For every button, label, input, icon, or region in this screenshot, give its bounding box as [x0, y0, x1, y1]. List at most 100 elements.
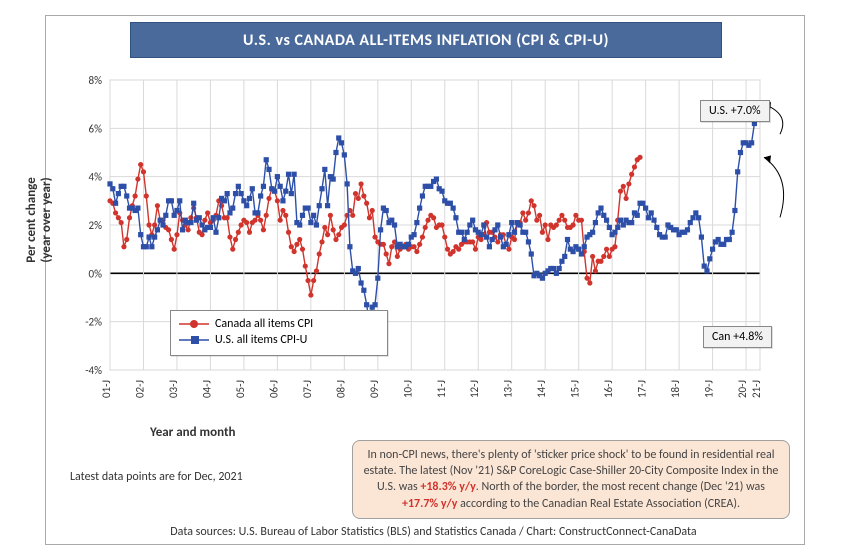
svg-text:4%: 4% [89, 171, 103, 184]
series-marker-1 [264, 157, 269, 162]
series-marker-1 [559, 259, 564, 264]
series-marker-0 [144, 193, 149, 198]
series-marker-0 [540, 230, 545, 235]
note-text-post: according to the Canadian Real Estate As… [457, 497, 740, 511]
series-marker-1 [439, 189, 444, 194]
series-marker-0 [637, 155, 642, 160]
series-marker-1 [428, 184, 433, 189]
x-tick-label: 19-J [703, 380, 716, 398]
series-marker-1 [275, 174, 280, 179]
series-marker-1 [333, 150, 338, 155]
x-tick-label: 20-J [736, 380, 749, 398]
x-tick-label: 21-J [750, 380, 763, 398]
series-marker-1 [163, 213, 168, 218]
legend-label: U.S. all items CPI-U [215, 333, 307, 347]
series-marker-1 [735, 169, 740, 174]
series-marker-0 [119, 220, 124, 225]
svg-text:2%: 2% [89, 219, 103, 232]
series-marker-0 [520, 210, 525, 215]
series-marker-0 [350, 213, 355, 218]
series-marker-1 [230, 205, 235, 210]
series-marker-1 [177, 198, 182, 203]
x-tick-label: 03-J [167, 380, 180, 398]
series-marker-1 [244, 203, 249, 208]
series-marker-0 [353, 191, 358, 196]
series-marker-1 [208, 225, 213, 230]
series-marker-1 [685, 227, 690, 232]
series-marker-1 [448, 201, 453, 206]
series-marker-1 [738, 150, 743, 155]
series-marker-0 [247, 230, 252, 235]
x-tick-label: 13-J [502, 380, 515, 398]
series-marker-1 [199, 222, 204, 227]
series-marker-1 [417, 205, 422, 210]
series-marker-1 [233, 191, 238, 196]
series-marker-0 [395, 254, 400, 259]
series-marker-0 [534, 218, 539, 223]
series-marker-0 [169, 237, 174, 242]
series-marker-0 [529, 198, 534, 203]
callout-arrow-canada [764, 157, 784, 217]
series-marker-1 [236, 184, 241, 189]
series-marker-1 [384, 208, 389, 213]
legend-label: Canada all items CPI [215, 317, 313, 331]
series-marker-0 [261, 227, 266, 232]
series-marker-0 [439, 222, 444, 227]
series-marker-1 [378, 227, 383, 232]
series-marker-0 [626, 181, 631, 186]
series-marker-1 [470, 218, 475, 223]
series-marker-1 [699, 234, 704, 239]
news-note-box: In non-CPI news, there's plenty of 'stic… [352, 440, 790, 519]
series-marker-0 [283, 213, 288, 218]
series-marker-0 [266, 196, 271, 201]
series-marker-1 [213, 230, 218, 235]
latest-data-note: Latest data points are for Dec, 2021 [70, 470, 243, 484]
series-marker-1 [688, 220, 693, 225]
legend-item: Canada all items CPI [179, 317, 379, 331]
series-marker-1 [255, 210, 260, 215]
series-marker-0 [264, 213, 269, 218]
series-marker-0 [325, 232, 330, 237]
series-marker-1 [211, 215, 216, 220]
series-marker-0 [292, 249, 297, 254]
series-marker-1 [121, 184, 126, 189]
series-marker-1 [509, 220, 514, 225]
series-marker-0 [579, 218, 584, 223]
series-marker-1 [484, 234, 489, 239]
series-marker-1 [372, 302, 377, 307]
series-marker-1 [551, 266, 556, 271]
x-tick-label: 02-J [133, 380, 146, 398]
series-marker-0 [607, 254, 612, 259]
legend: Canada all items CPI U.S. all items CPI-U [170, 310, 388, 356]
series-marker-0 [557, 218, 562, 223]
series-marker-1 [721, 242, 726, 247]
series-marker-0 [451, 249, 456, 254]
series-marker-0 [311, 278, 316, 283]
series-marker-1 [283, 189, 288, 194]
series-marker-0 [317, 251, 322, 256]
series-marker-0 [523, 218, 528, 223]
series-marker-1 [414, 220, 419, 225]
series-marker-1 [169, 198, 174, 203]
series-marker-0 [319, 239, 324, 244]
series-marker-1 [707, 256, 712, 261]
data-sources: Data sources: U.S. Bureau of Labor Stati… [0, 525, 867, 539]
series-marker-1 [540, 276, 545, 281]
series-marker-1 [517, 222, 522, 227]
series-marker-1 [651, 218, 656, 223]
series-marker-0 [275, 198, 280, 203]
x-tick-label: 15-J [569, 380, 582, 398]
series-marker-1 [353, 271, 358, 276]
series-marker-0 [152, 222, 157, 227]
series-marker-1 [180, 227, 185, 232]
series-marker-0 [358, 181, 363, 186]
svg-text:-4%: -4% [85, 364, 102, 377]
series-marker-1 [593, 220, 598, 225]
series-marker-0 [135, 176, 140, 181]
series-marker-1 [523, 230, 528, 235]
series-marker-1 [216, 215, 221, 220]
series-marker-1 [124, 193, 129, 198]
series-marker-0 [141, 169, 146, 174]
series-marker-1 [512, 230, 517, 235]
series-marker-0 [445, 247, 450, 252]
